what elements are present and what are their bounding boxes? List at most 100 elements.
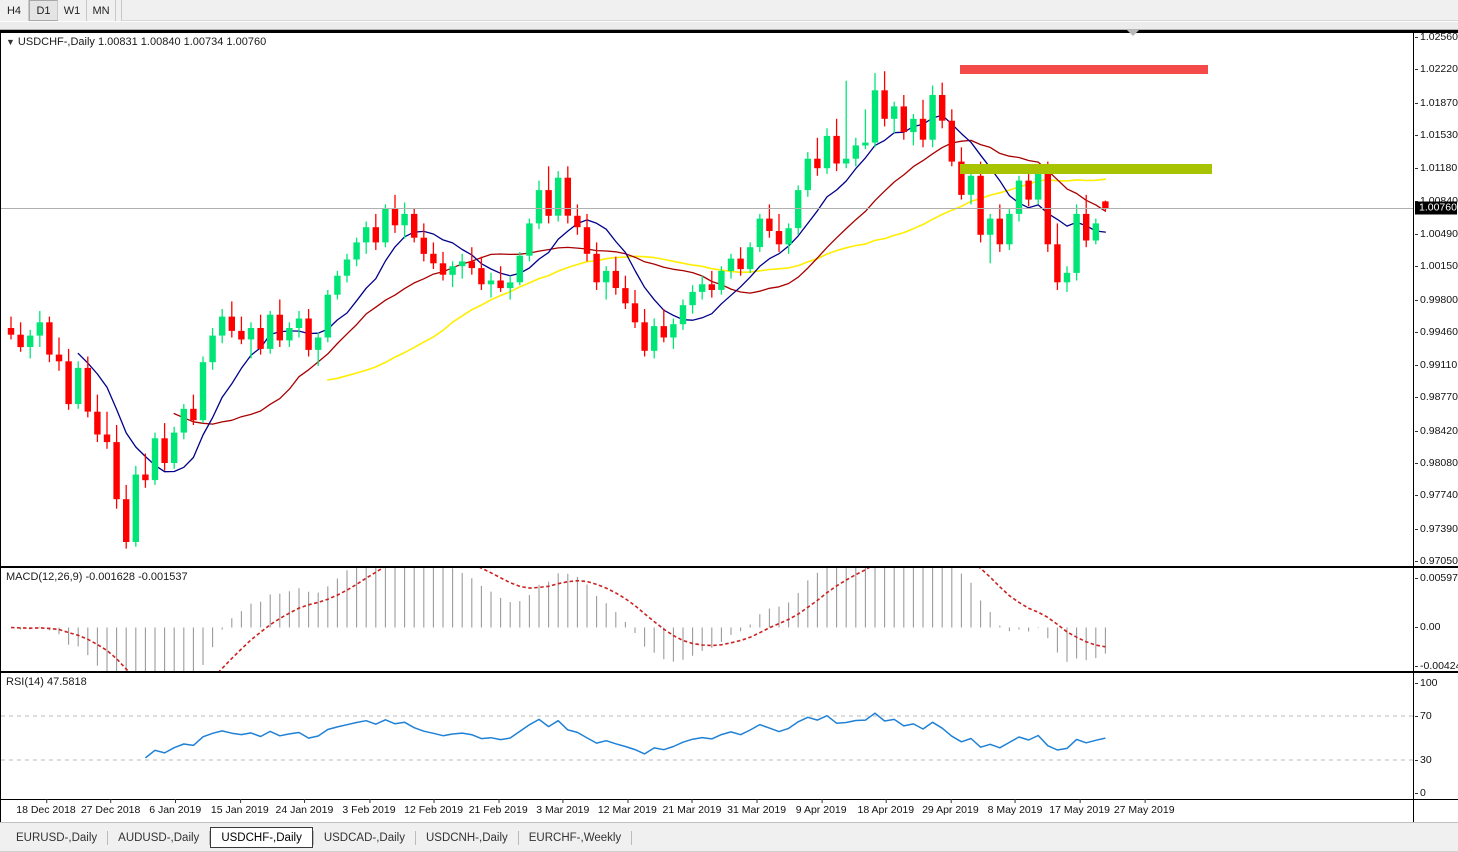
time-tick-mark <box>368 799 370 803</box>
chart-horizontal-scrollbar[interactable] <box>0 21 1458 30</box>
candle-body <box>727 258 735 271</box>
price-axis-tick: 1.01530 <box>1415 129 1458 141</box>
time-tick-mark <box>45 799 47 803</box>
candle-body <box>459 261 466 267</box>
timeframe-button-h4[interactable]: H4 <box>0 0 29 21</box>
price-series-canvas <box>7 71 1109 549</box>
candle-body <box>852 145 859 159</box>
candle-body <box>142 474 149 481</box>
chart-tab-usdcnh[interactable]: USDCNH-,Daily <box>416 827 518 848</box>
candle-body <box>1073 213 1080 273</box>
price-axis-tick: 1.00150 <box>1415 260 1458 273</box>
rsi-series-canvas <box>1 712 1413 761</box>
price-axis-tick: 0.97050 <box>1415 555 1458 567</box>
timeframe-button-w1[interactable]: W1 <box>58 0 87 21</box>
rsi-line <box>144 712 1106 759</box>
time-tick-mark <box>692 799 693 803</box>
candle-body <box>1006 213 1013 245</box>
moving-average-line-0 <box>327 178 1107 381</box>
timeframe-button-d1[interactable]: D1 <box>29 0 58 21</box>
time-tick-mark <box>1015 799 1016 803</box>
candle-body <box>516 255 523 283</box>
candle-body <box>219 316 226 336</box>
candle-body <box>881 90 888 119</box>
candle-body <box>238 330 245 340</box>
support-band-annotation[interactable] <box>960 164 1212 175</box>
chart-tab-eurusd[interactable]: EURUSD-,Daily <box>6 827 107 848</box>
price-chart-pane[interactable]: ▼ USDCHF-,Daily 1.00831 1.00840 1.00734 1… <box>0 32 1414 567</box>
candle-body <box>190 408 197 421</box>
time-tick-label: 24 Jan 2019 <box>275 804 334 816</box>
chart-tab-eurchf[interactable]: EURCHF-,Weekly <box>519 827 631 848</box>
chart-tab-usdcad[interactable]: USDCAD-,Daily <box>314 827 415 848</box>
time-axis-tick: 12 Mar 2019 <box>598 799 657 816</box>
price-axis-tick: 0.99460 <box>1415 325 1458 338</box>
price-axis-tick: 0.98080 <box>1415 457 1458 469</box>
time-tick-mark <box>756 799 758 803</box>
price-axis[interactable]: 1.02560 1.02220 1.01870 1.01530 1.01180 1.008… <box>1414 31 1458 567</box>
candle-body <box>430 253 437 264</box>
candle-body <box>353 242 360 260</box>
time-tick-mark <box>433 799 435 803</box>
candle-body <box>411 213 418 238</box>
candle-body <box>1063 272 1071 283</box>
time-tick-label: 21 Feb 2019 <box>468 804 528 816</box>
macd-indicator-pane[interactable]: MACD(12,26,9) -0.001628 -0.001537 <box>0 567 1414 672</box>
tab-separator <box>209 830 211 845</box>
rsi-axis: 100 70 30 0 <box>1414 672 1458 800</box>
time-axis[interactable]: 18 Dec 2018 27 Dec 2018 6 Jan 2019 15 Jan 2… <box>0 799 1414 824</box>
macd-axis-tick: 0.00 <box>1414 621 1441 634</box>
timeframe-button-mn[interactable]: MN <box>87 0 116 21</box>
candle-body <box>766 218 773 231</box>
time-axis-tick: 21 Feb 2019 <box>468 799 528 816</box>
candle-body <box>1092 223 1099 241</box>
candle-body <box>94 411 101 435</box>
candle-body <box>583 227 591 254</box>
time-tick-mark <box>821 799 823 803</box>
chart-frame: ▼ USDCHF-,Daily 1.00831 1.00840 1.00734 1… <box>0 30 1458 824</box>
resistance-band-annotation[interactable] <box>960 65 1208 75</box>
chart-tab-audusd[interactable]: AUDUSD-,Daily <box>108 827 209 848</box>
candle-body <box>286 328 293 341</box>
candle-body <box>948 120 955 162</box>
macd-axis: 0.00597 0.00 -0.00424 <box>1414 567 1458 672</box>
time-tick-label: 6 Jan 2019 <box>149 804 202 816</box>
time-tick-mark <box>175 799 177 803</box>
candle-body <box>228 316 235 331</box>
candle-body <box>1054 244 1061 283</box>
candle-body <box>699 284 706 292</box>
time-tick-mark <box>950 799 952 803</box>
candle-body <box>171 432 178 463</box>
time-tick-label: 31 Mar 2019 <box>727 804 787 816</box>
candle-body <box>36 322 43 336</box>
time-tick-label: 3 Mar 2019 <box>536 804 590 816</box>
time-tick-label: 8 May 2019 <box>987 804 1043 816</box>
price-axis-tick: 1.01180 <box>1414 162 1458 175</box>
candle-body <box>670 324 677 338</box>
chart-tab-usdchf[interactable]: USDCHF-,Daily <box>210 827 313 848</box>
candle-body <box>55 354 63 362</box>
time-tick-label: 18 Apr 2019 <box>857 804 915 816</box>
candle-body <box>603 270 610 283</box>
candle-body <box>843 158 850 164</box>
candle-body <box>545 190 552 216</box>
candle-body <box>267 314 274 349</box>
candle-body <box>708 284 715 290</box>
rsi-indicator-pane[interactable]: RSI(14) 47.5818 <box>0 672 1414 800</box>
candle-body <box>1102 201 1109 209</box>
candle-body <box>574 215 581 228</box>
candle-body <box>679 305 687 325</box>
candle-body <box>612 270 619 288</box>
candle-body <box>977 175 984 235</box>
candle-body <box>593 253 600 283</box>
time-tick-mark <box>562 799 564 803</box>
time-tick-mark <box>304 799 306 803</box>
candle-body <box>343 259 351 276</box>
price-axis-tick: 0.99110 <box>1414 359 1458 372</box>
time-axis-tick: 18 Apr 2019 <box>857 799 915 816</box>
chart-tab-label: USDCAD-,Daily <box>323 831 405 844</box>
candle-body <box>123 499 130 542</box>
price-axis-tick: 0.97390 <box>1415 522 1458 535</box>
candle-body <box>257 328 264 349</box>
